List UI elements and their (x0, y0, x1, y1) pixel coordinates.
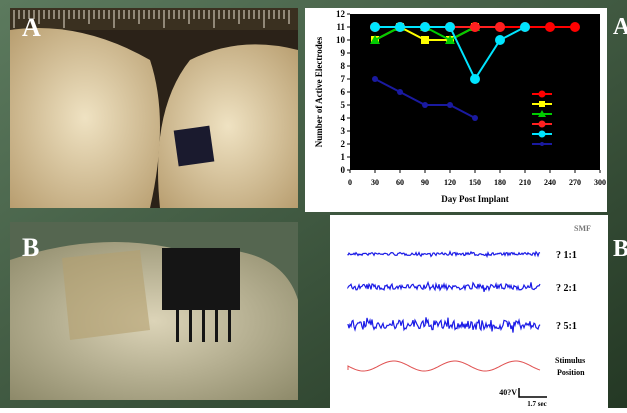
marker (470, 22, 480, 32)
photo-a (10, 8, 298, 208)
marker (395, 22, 405, 32)
scale-t-label: 1.7 sec (527, 400, 546, 408)
x-axis-label: Day Post Implant (441, 194, 509, 204)
photo-b (10, 222, 298, 400)
marker (545, 22, 555, 32)
marker (447, 102, 453, 108)
legend-marker (539, 91, 546, 98)
y-tick-label: 1 (341, 152, 346, 162)
x-tick-label: 240 (544, 178, 556, 187)
x-tick-label: 300 (594, 178, 606, 187)
side-label: A (613, 14, 627, 40)
y-tick-label: 5 (341, 100, 346, 110)
marker (495, 22, 505, 32)
x-tick-label: 90 (421, 178, 429, 187)
x-tick-label: 210 (519, 178, 531, 187)
y-axis-label: Number of Active Electrodes (314, 36, 324, 147)
y-tick-label: 3 (341, 126, 346, 136)
x-tick-label: 0 (348, 178, 352, 187)
trace-label: ? 5:1 (556, 321, 577, 332)
trace-label: ? 1:1 (556, 250, 577, 261)
legend-marker (540, 142, 544, 146)
figure: A B A B 01234567891011120306090120150180… (0, 0, 627, 408)
marker (397, 89, 403, 95)
scale-v-label: 40?V (499, 388, 517, 397)
marker (445, 22, 455, 32)
y-tick-label: 11 (336, 22, 345, 32)
marker (422, 102, 428, 108)
y-tick-label: 4 (341, 113, 346, 123)
marker (420, 22, 430, 32)
x-tick-label: 270 (569, 178, 581, 187)
marker (570, 22, 580, 32)
y-tick-label: 2 (341, 139, 346, 149)
trace-panel (330, 215, 608, 408)
marker (520, 22, 530, 32)
trace-label: ? 2:1 (556, 283, 577, 294)
legend-marker (539, 131, 546, 138)
legend-marker (539, 101, 545, 107)
x-tick-label: 30 (371, 178, 379, 187)
x-tick-label: 120 (444, 178, 456, 187)
x-tick-label: 180 (494, 178, 506, 187)
y-tick-label: 0 (341, 165, 346, 175)
y-tick-label: 10 (336, 35, 346, 45)
trace-tag: SMF (574, 224, 591, 233)
plot-area (350, 14, 600, 170)
side-label: B (613, 236, 627, 262)
marker (372, 76, 378, 82)
x-tick-label: 150 (469, 178, 481, 187)
y-tick-label: 8 (341, 61, 346, 71)
stimulus-label: Stimulus (555, 356, 585, 365)
marker (472, 115, 478, 121)
y-tick-label: 6 (341, 87, 346, 97)
marker (370, 22, 380, 32)
panel-label: B (22, 233, 39, 262)
marker (470, 74, 480, 84)
marker (495, 35, 505, 45)
y-tick-label: 9 (341, 48, 346, 58)
stimulus-label: Position (557, 368, 585, 377)
marker (421, 36, 429, 44)
y-tick-label: 12 (336, 9, 346, 19)
legend-marker (539, 121, 546, 128)
panel-label: A (22, 13, 41, 42)
y-tick-label: 7 (341, 74, 346, 84)
x-tick-label: 60 (396, 178, 404, 187)
